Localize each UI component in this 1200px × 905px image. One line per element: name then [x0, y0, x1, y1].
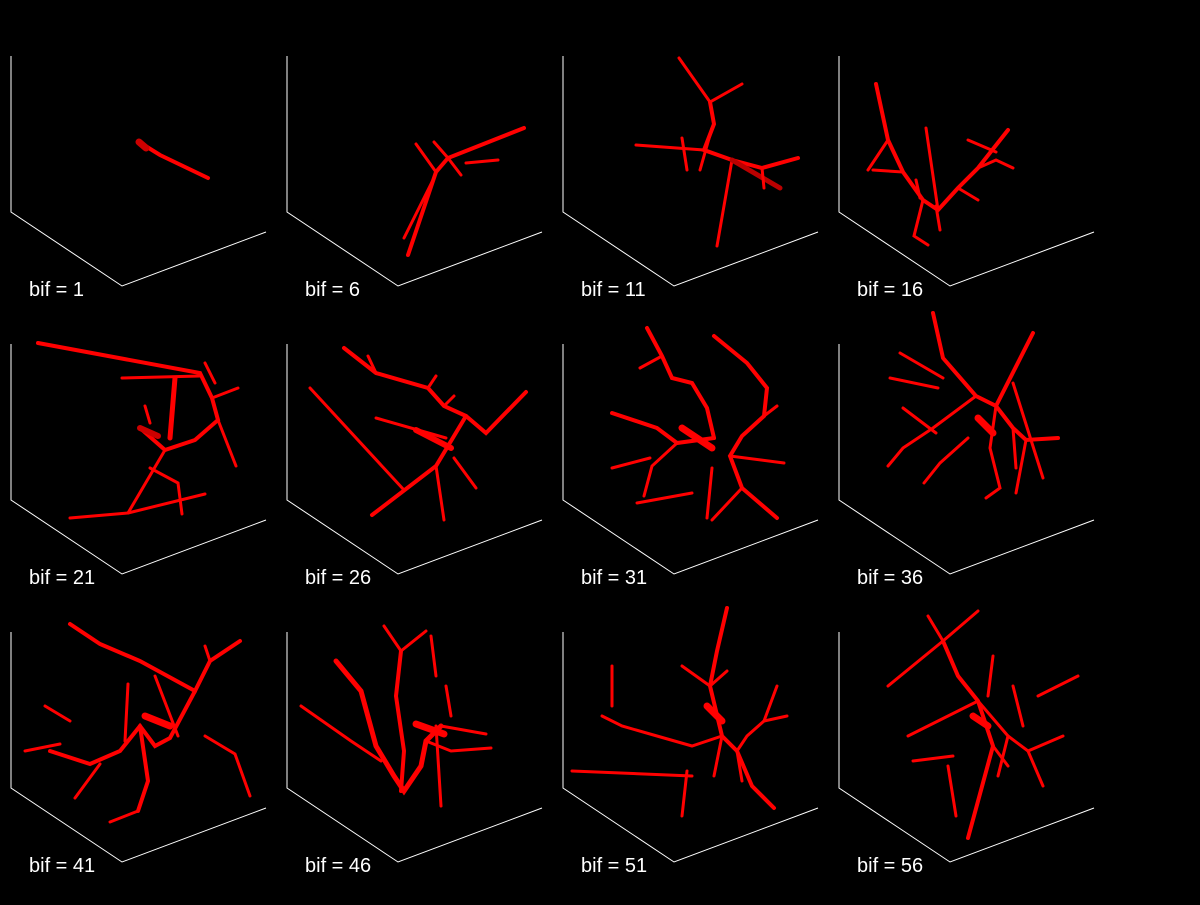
panel-label: bif = 16: [857, 279, 923, 301]
panel-label: bif = 46: [305, 855, 371, 877]
panel-2: bif = 6: [286, 56, 543, 301]
vessel-tree: [299, 624, 493, 808]
panel-6: bif = 26: [286, 344, 543, 589]
panel-label: bif = 51: [581, 855, 647, 877]
panel-label: bif = 6: [305, 279, 360, 301]
panel-label: bif = 31: [581, 567, 647, 589]
axis-box: [10, 344, 267, 575]
panel-label: bif = 36: [857, 567, 923, 589]
panel-label: bif = 1: [29, 279, 84, 301]
vessel-tree: [135, 138, 210, 180]
axis-box: [562, 56, 819, 287]
panel-10: bif = 46: [286, 624, 543, 877]
panel-label: bif = 56: [857, 855, 923, 877]
vessel-tree: [610, 326, 786, 522]
vessel-tree: [570, 606, 789, 818]
panel-label: bif = 21: [29, 567, 95, 589]
panel-4: bif = 16: [838, 56, 1095, 301]
axis-box: [562, 632, 819, 863]
vessel-tree: [23, 622, 252, 824]
vessel-tree: [886, 311, 1060, 500]
axis-box: [10, 632, 267, 863]
axis-box: [286, 632, 543, 863]
axis-box: [562, 344, 819, 575]
vessel-tree: [634, 56, 800, 248]
axis-box: [286, 56, 543, 287]
panel-label: bif = 11: [581, 279, 646, 301]
axis-box: [838, 632, 1095, 863]
panel-9: bif = 41: [10, 622, 267, 877]
panel-7: bif = 31: [562, 326, 819, 589]
vessel-tree: [308, 346, 528, 522]
panel-5: bif = 21: [10, 341, 267, 589]
panel-label: bif = 41: [29, 855, 95, 877]
axis-box: [838, 56, 1095, 287]
panel-1: bif = 1: [10, 56, 267, 301]
panel-12: bif = 56: [838, 609, 1095, 877]
panel-label: bif = 26: [305, 567, 371, 589]
axis-box: [838, 344, 1095, 575]
panel-3: bif = 11: [562, 56, 819, 301]
vessel-tree: [886, 609, 1080, 840]
panel-11: bif = 51: [562, 606, 819, 877]
vessel-tree: [402, 126, 526, 257]
vessel-tree: [866, 82, 1015, 247]
vessel-tree: [36, 341, 240, 520]
axis-box: [286, 344, 543, 575]
panel-8: bif = 36: [838, 311, 1095, 589]
axis-box: [10, 56, 267, 287]
